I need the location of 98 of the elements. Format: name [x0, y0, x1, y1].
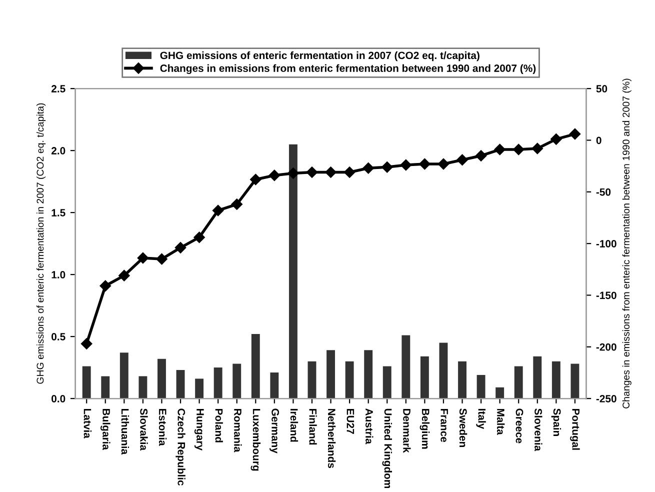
y-tick-label: 2.5	[51, 85, 66, 92]
point	[569, 128, 581, 140]
y-axis-title: GHG emissions of enteric fermentation in 2007 (CO2 eq. t/capita)	[36, 103, 46, 384]
point	[550, 134, 562, 145]
bar	[439, 342, 448, 399]
bar	[326, 350, 335, 399]
point	[137, 252, 149, 264]
point	[382, 161, 393, 173]
bar	[176, 370, 185, 399]
point	[456, 154, 468, 166]
point	[419, 158, 430, 170]
x-tick-label: United Kingdom	[382, 408, 392, 488]
bar	[496, 387, 504, 399]
x-tick-label: Finland	[309, 408, 317, 445]
legend-label: Changes in emissions from enteric fermentation between 1990 and 2007 (%)	[160, 64, 536, 74]
bar	[270, 372, 279, 399]
point	[100, 280, 111, 292]
point	[494, 144, 506, 156]
point	[344, 166, 356, 178]
x-tick-label: Latvia	[84, 408, 92, 438]
x-tick-label: Bulgaria	[100, 408, 110, 450]
x-tick-label: Czech Republic	[176, 408, 186, 486]
point	[118, 270, 130, 282]
x-tick-label: Denmark	[403, 408, 411, 453]
bar	[514, 366, 523, 399]
point	[362, 162, 374, 174]
point	[156, 253, 168, 265]
y-tick-label: 2.0	[51, 147, 66, 154]
y2-tick-label: 50	[596, 85, 608, 92]
point	[306, 166, 318, 178]
x-tick-label: Italy	[476, 408, 486, 430]
x-tick-label: Malta	[497, 408, 505, 435]
y2-tick-label: -200	[596, 343, 616, 351]
x-tick-label: Lithuania	[121, 408, 130, 455]
y-tick-label: 0.0	[52, 395, 66, 402]
point	[513, 144, 524, 156]
x-tick-label: Ireland	[290, 408, 298, 442]
bar	[288, 144, 298, 399]
bar	[345, 361, 354, 399]
bar	[308, 361, 316, 399]
y2-tick-label: -50	[596, 188, 611, 196]
point	[194, 232, 205, 243]
point	[475, 150, 487, 162]
x-tick-label: Austria	[366, 408, 374, 444]
bar	[120, 352, 128, 399]
point	[288, 168, 299, 179]
point	[532, 142, 543, 154]
bar	[232, 364, 242, 399]
x-tick-label: Spain	[551, 408, 562, 436]
point	[438, 158, 450, 170]
x-tick-label: Greece	[516, 408, 524, 444]
point	[325, 166, 336, 178]
y2-tick-label: -100	[596, 240, 616, 248]
x-tick-label: Slovenia	[534, 408, 542, 452]
bar	[420, 356, 429, 399]
bar	[138, 376, 148, 399]
x-tick-label: Romania	[234, 408, 242, 452]
point	[268, 170, 280, 181]
x-tick-label: Germany	[270, 408, 280, 454]
x-tick-label: France	[440, 408, 448, 442]
y-tick-label: 0.5	[52, 333, 66, 340]
x-tick-label: Netherlands	[328, 408, 336, 468]
point	[400, 159, 412, 171]
point	[212, 204, 224, 216]
bar	[382, 366, 392, 399]
bar	[552, 361, 560, 399]
x-tick-label: Poland	[215, 408, 223, 442]
x-tick-label: EU27	[346, 408, 354, 434]
bar	[570, 364, 580, 399]
point	[250, 174, 262, 186]
bar	[402, 335, 410, 399]
x-tick-label: Sweden	[459, 408, 468, 447]
bar	[364, 350, 373, 399]
point	[231, 198, 242, 210]
bar	[101, 376, 110, 399]
y2-tick-label: -250	[596, 395, 616, 402]
x-tick-label: Slovakia	[140, 408, 148, 451]
point	[80, 338, 92, 350]
x-tick-label: Luxembourg	[250, 408, 261, 471]
x-tick-label: Portugal	[570, 408, 580, 450]
bar	[158, 358, 166, 399]
y2-tick-label: -150	[596, 292, 616, 300]
bar	[82, 366, 91, 399]
y2-axis-title: Changes in emissions from enteric fermentation between 1990 and 2007 (%)	[622, 78, 632, 408]
y-tick-label: 1.0	[52, 271, 66, 278]
point	[174, 242, 186, 254]
bar	[533, 356, 542, 399]
bar	[214, 368, 222, 399]
legend-label: GHG emissions of enteric fermentation in 2007 (CO2 eq. t/capita)	[160, 51, 480, 62]
x-tick-label: Hungary	[194, 408, 204, 450]
x-tick-label: Belgium	[420, 408, 430, 449]
y2-tick-label: 0	[596, 136, 602, 144]
bar	[476, 374, 486, 399]
x-tick-label: Estonia	[158, 408, 167, 446]
bar	[195, 378, 204, 399]
bar	[251, 334, 260, 399]
bar	[458, 361, 466, 399]
y-tick-label: 1.5	[52, 209, 66, 216]
